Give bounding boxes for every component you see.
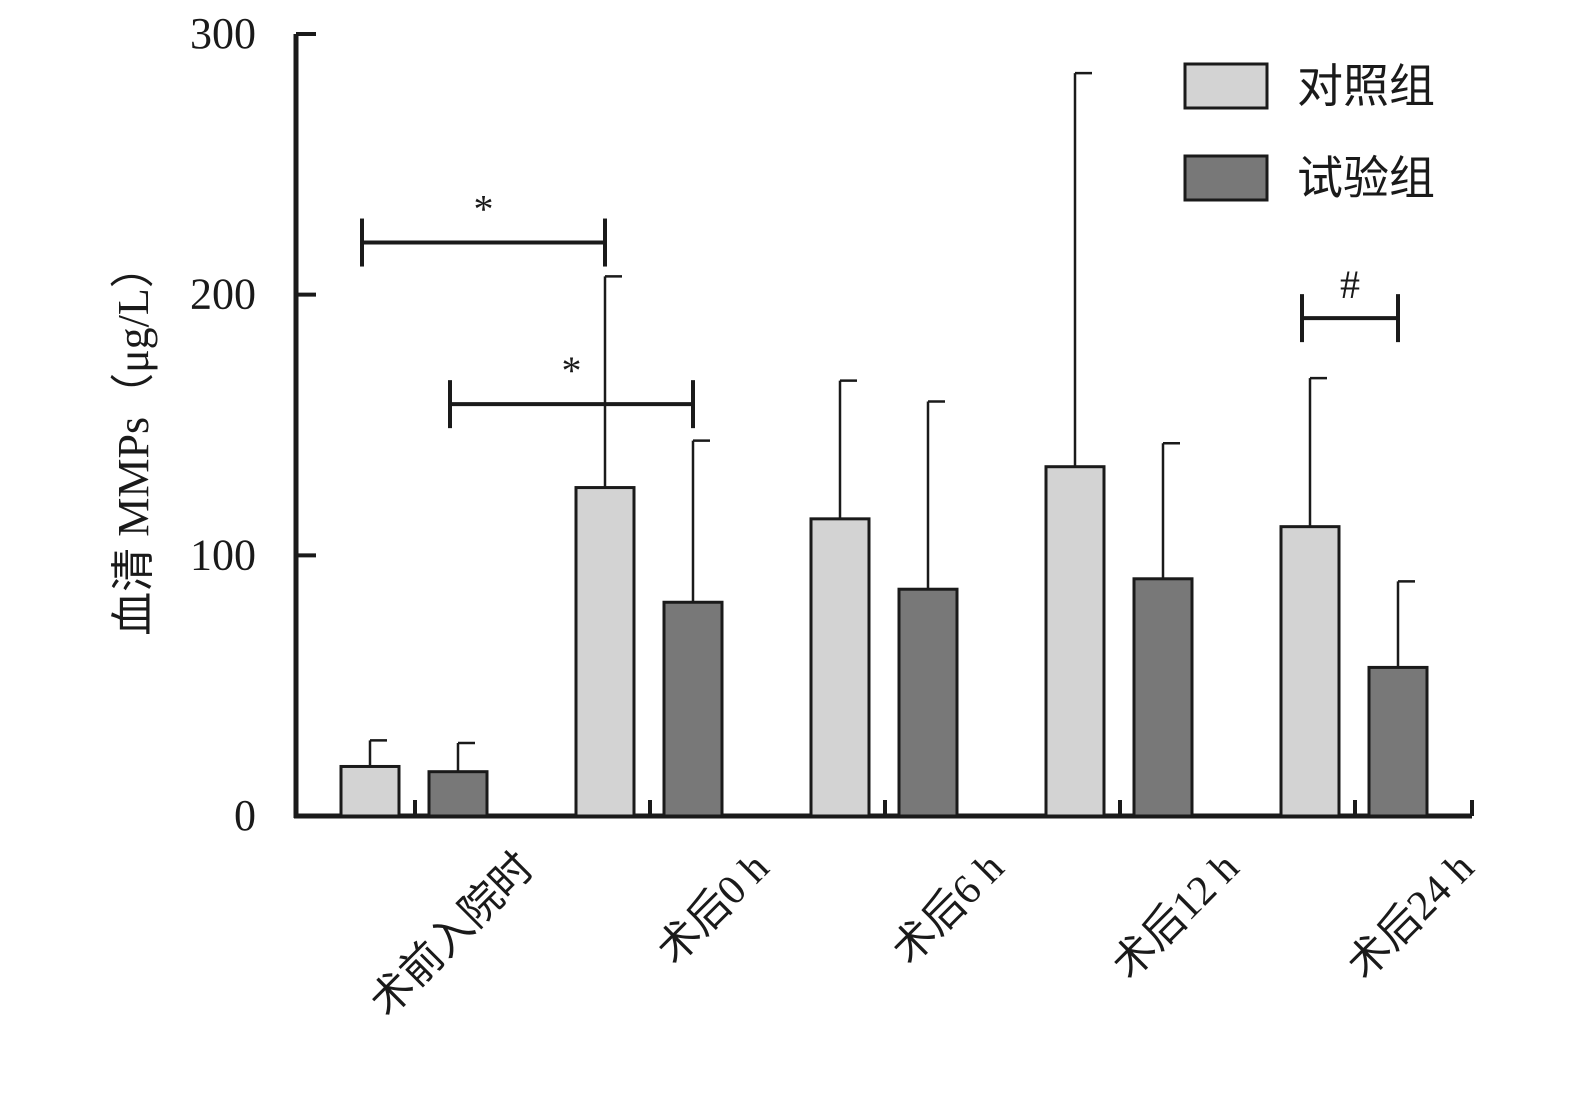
x-category-label: 术后12 h <box>1104 845 1248 989</box>
bar-control <box>1044 465 1106 818</box>
bar-control <box>574 486 636 818</box>
bar-test <box>897 587 959 818</box>
axes: 0 100 200 300 血清 MMPs（μg/L） 术前入院时 术后0 h 术后6 h 术后… <box>109 9 1483 1026</box>
bar-control <box>339 764 401 818</box>
bar-test <box>662 600 724 818</box>
y-tick-label: 100 <box>190 530 256 579</box>
bar-test <box>1132 577 1194 818</box>
bar-test <box>1367 665 1429 818</box>
x-category-label: 术后24 h <box>1339 845 1483 989</box>
y-tick-label: 200 <box>190 270 256 319</box>
bar-test <box>427 770 489 818</box>
y-tick-label: 0 <box>234 791 256 840</box>
bars <box>339 465 1429 818</box>
significance-brackets: * * # <box>360 187 1400 429</box>
significance-label: * <box>562 348 582 393</box>
x-category-label: 术前入院时 <box>361 844 543 1026</box>
bar-control <box>1279 525 1341 818</box>
bar-control <box>809 517 871 818</box>
significance-label: # <box>1340 262 1360 307</box>
x-category-label: 术后0 h <box>649 845 778 974</box>
error-bars <box>368 71 1415 772</box>
legend-label: 对照组 <box>1297 61 1435 112</box>
y-axis-title: 血清 MMPs（μg/L） <box>109 244 158 636</box>
significance-label: * <box>474 187 494 232</box>
x-category-label: 术后6 h <box>884 845 1013 974</box>
legend-swatch <box>1183 154 1269 202</box>
legend-label: 试验组 <box>1297 153 1435 204</box>
legend-swatch <box>1183 62 1269 110</box>
y-tick-label: 300 <box>190 9 256 58</box>
